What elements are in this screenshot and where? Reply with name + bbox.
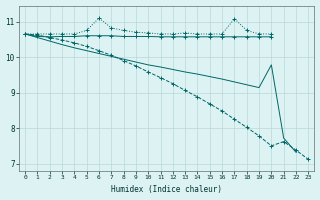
X-axis label: Humidex (Indice chaleur): Humidex (Indice chaleur) [111,185,222,194]
